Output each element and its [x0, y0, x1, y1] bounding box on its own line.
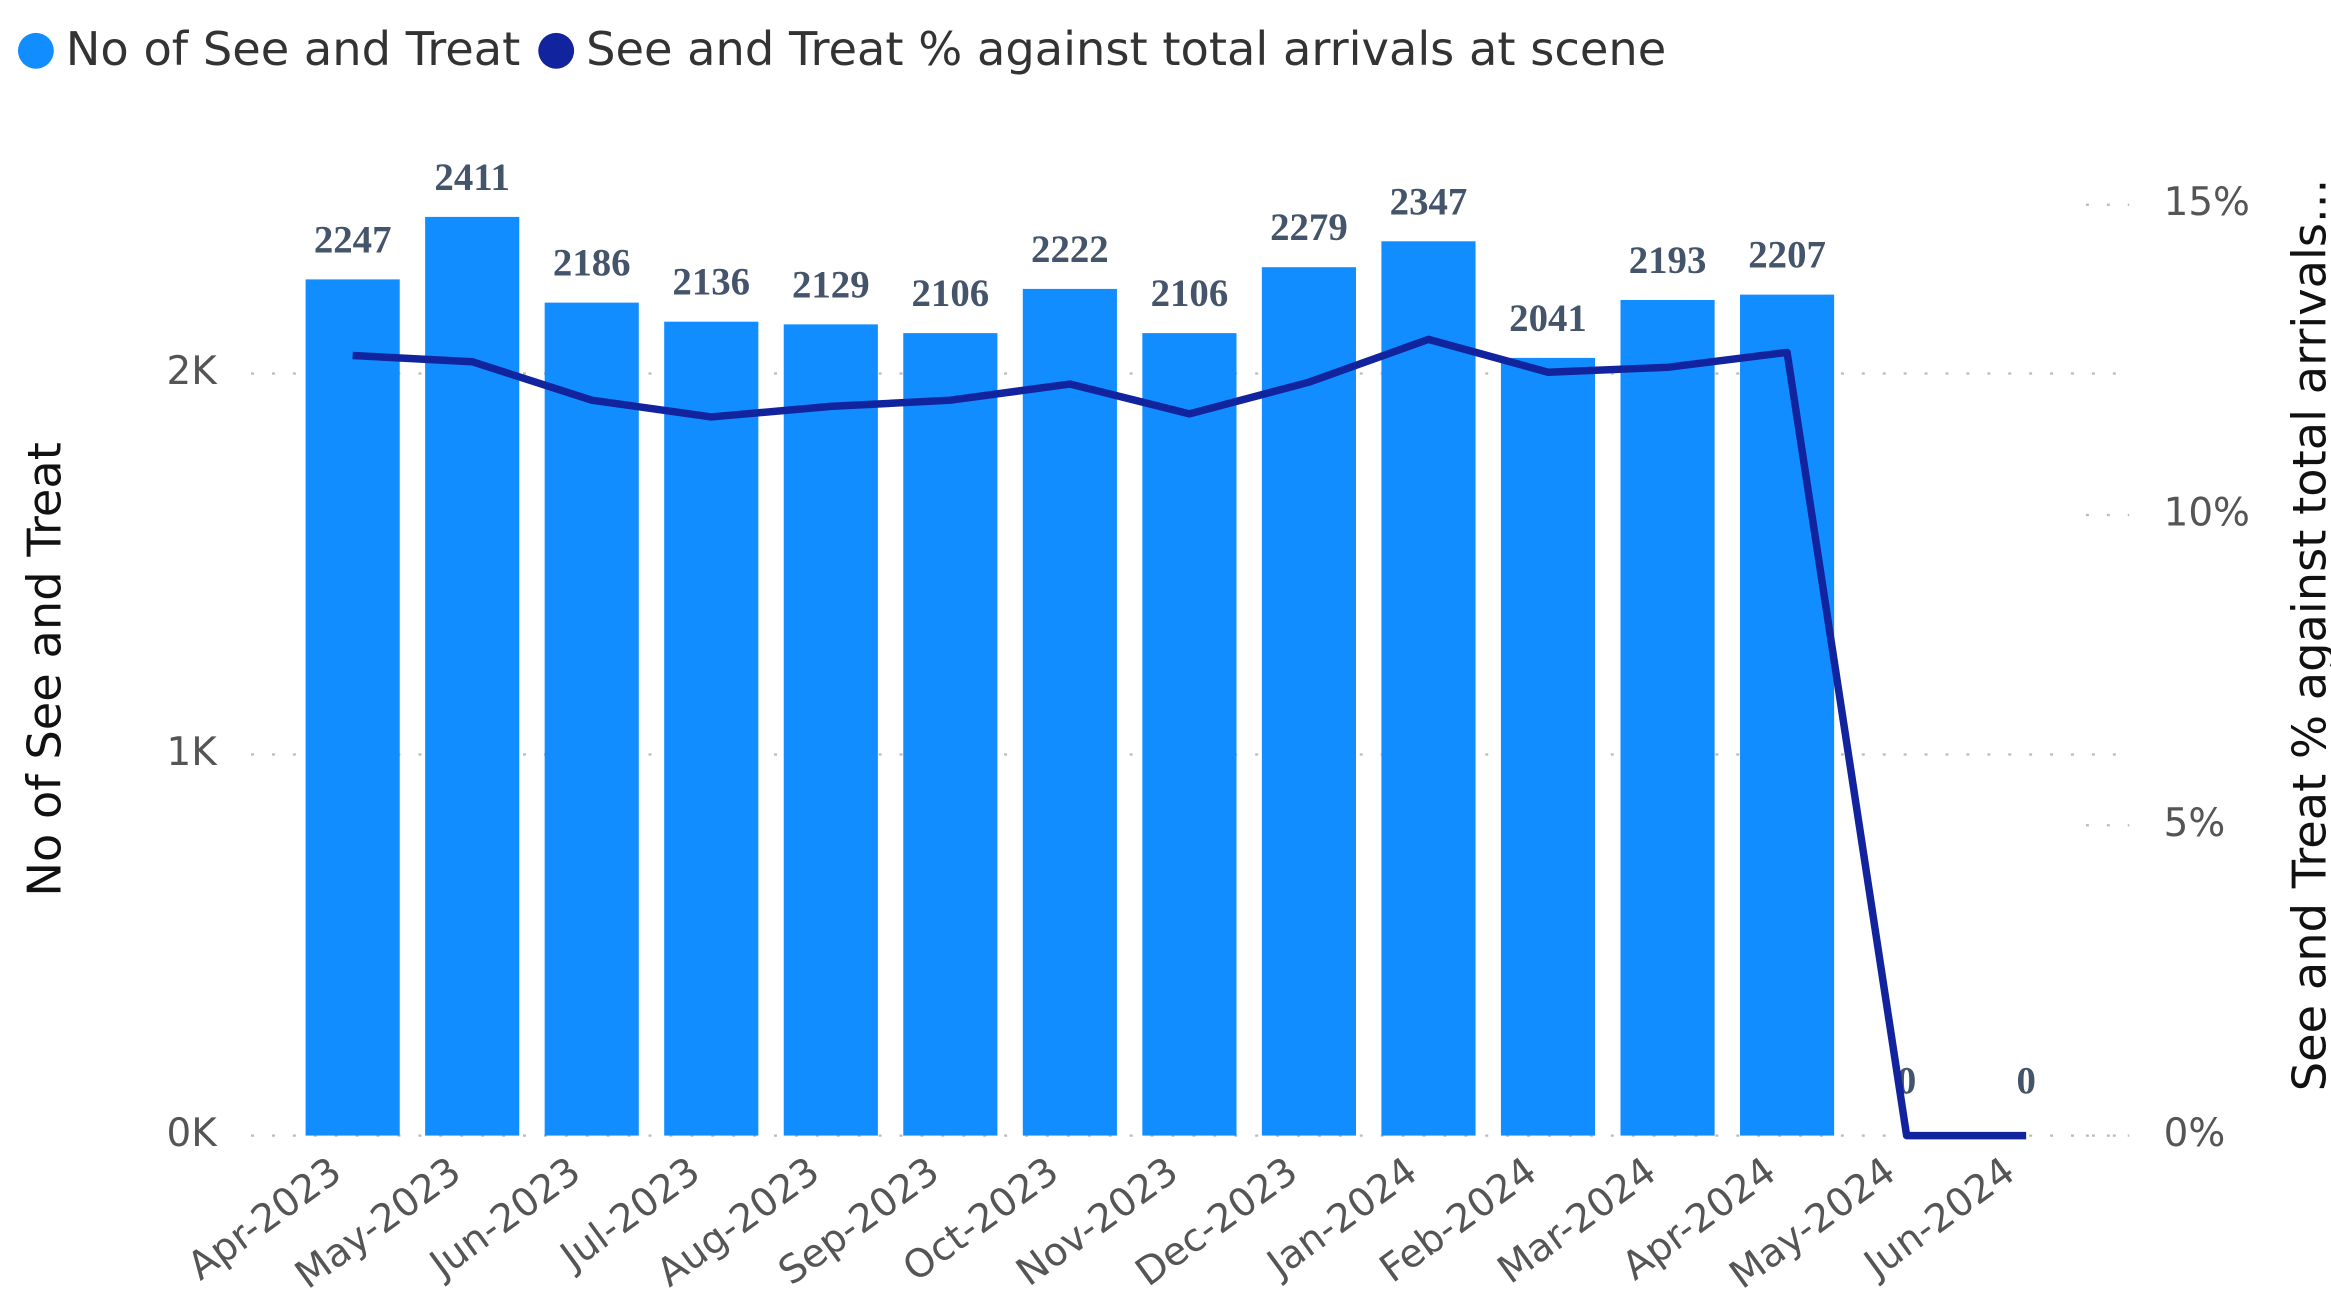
- data-label: 2186: [553, 242, 631, 285]
- legend-marker: [538, 32, 575, 69]
- bar: [1740, 294, 1835, 1136]
- data-label: 2347: [1390, 180, 1468, 223]
- data-label: 2106: [1151, 272, 1229, 315]
- data-label: 2247: [314, 218, 392, 261]
- y-tick-label: 0K: [167, 1111, 219, 1156]
- data-label: 2222: [1031, 228, 1109, 271]
- bar: [1022, 288, 1117, 1136]
- y2-tick-label: 0%: [2164, 1111, 2226, 1156]
- bar: [1620, 299, 1715, 1136]
- y-tick-label: 1K: [167, 730, 219, 775]
- bar: [1261, 267, 1357, 1136]
- bar: [1381, 241, 1476, 1136]
- data-label: 2279: [1270, 206, 1348, 249]
- data-label: 2136: [672, 261, 750, 304]
- bar: [664, 321, 759, 1136]
- y-tick-label: 2K: [167, 349, 219, 394]
- line: [352, 335, 2027, 1140]
- data-label: 2129: [792, 263, 870, 306]
- bar: [783, 324, 878, 1136]
- legend-marker: [17, 32, 54, 69]
- data-label: 2041: [1509, 297, 1587, 340]
- data-label: 2106: [912, 272, 990, 315]
- data-label: 2193: [1629, 239, 1707, 282]
- data-label: 2411: [434, 156, 510, 199]
- y2-tick-label: 15%: [2164, 180, 2250, 225]
- y2-tick-label: 10%: [2164, 491, 2250, 536]
- bar: [425, 216, 520, 1136]
- bar: [1500, 357, 1596, 1136]
- bar: [544, 302, 639, 1136]
- bar: [1142, 333, 1237, 1136]
- legend-label: No of See and Treat: [66, 22, 521, 76]
- bar: [903, 333, 998, 1136]
- y-axis-title: No of See and Treat: [17, 442, 71, 897]
- legend-label: See and Treat % against total arrivals a…: [586, 22, 1666, 76]
- bar: [305, 279, 400, 1136]
- y2-tick-label: 5%: [2164, 801, 2226, 846]
- y2-axis-title: See and Treat % against total arrivals..…: [2283, 179, 2331, 1091]
- data-label: 2207: [1748, 234, 1826, 277]
- data-label: 0: [2016, 1060, 2035, 1103]
